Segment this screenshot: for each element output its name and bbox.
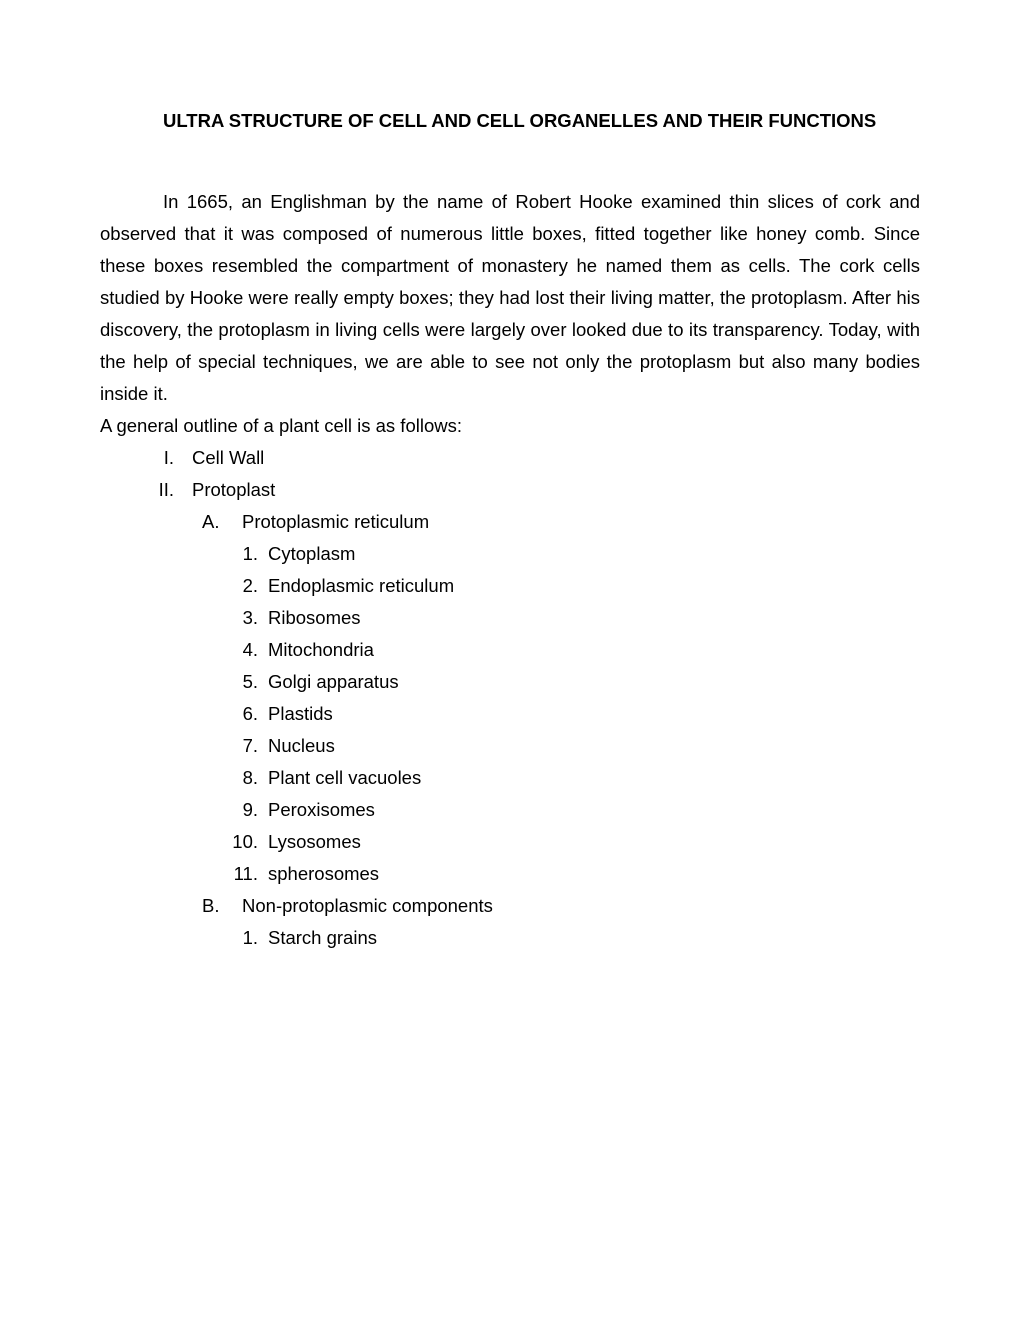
num-item: 8. Plant cell vacuoles (100, 762, 920, 794)
num-label: Plant cell vacuoles (268, 762, 421, 794)
num-marker: 9. (232, 794, 258, 826)
num-item: 4. Mitochondria (100, 634, 920, 666)
num-marker: 8. (232, 762, 258, 794)
num-marker: 5. (232, 666, 258, 698)
num-label: Lysosomes (268, 826, 361, 858)
num-item: 10. Lysosomes (100, 826, 920, 858)
num-marker: 3. (232, 602, 258, 634)
num-marker: 1. (232, 922, 258, 954)
num-marker: 4. (232, 634, 258, 666)
alpha-label: Non-protoplasmic components (242, 890, 493, 922)
num-marker: 11. (232, 858, 258, 890)
roman-item-1: I. Cell Wall (100, 442, 920, 474)
intro-paragraph: In 1665, an Englishman by the name of Ro… (100, 186, 920, 410)
outline: I. Cell Wall II. Protoplast A. Protoplas… (100, 442, 920, 954)
roman-marker: I. (138, 442, 174, 474)
paragraph-text: In 1665, an Englishman by the name of Ro… (100, 191, 920, 404)
roman-marker: II. (138, 474, 174, 506)
num-list-b: 1. Starch grains (100, 922, 920, 954)
num-list-a: 1. Cytoplasm 2. Endoplasmic reticulum 3.… (100, 538, 920, 890)
num-marker: 6. (232, 698, 258, 730)
num-label: Starch grains (268, 922, 377, 954)
num-label: Plastids (268, 698, 333, 730)
alpha-list: A. Protoplasmic reticulum 1. Cytoplasm 2… (100, 506, 920, 954)
outline-subheading: A general outline of a plant cell is as … (100, 410, 920, 442)
num-label: Mitochondria (268, 634, 374, 666)
roman-label: Protoplast (192, 474, 275, 506)
num-marker: 2. (232, 570, 258, 602)
num-label: spherosomes (268, 858, 379, 890)
num-label: Endoplasmic reticulum (268, 570, 454, 602)
num-item: 1. Starch grains (100, 922, 920, 954)
num-item: 3. Ribosomes (100, 602, 920, 634)
roman-item-2: II. Protoplast A. Protoplasmic reticulum… (100, 474, 920, 954)
num-item: 2. Endoplasmic reticulum (100, 570, 920, 602)
num-item: 9. Peroxisomes (100, 794, 920, 826)
num-item: 11. spherosomes (100, 858, 920, 890)
alpha-label: Protoplasmic reticulum (242, 506, 429, 538)
num-label: Nucleus (268, 730, 335, 762)
num-label: Golgi apparatus (268, 666, 399, 698)
num-item: 7. Nucleus (100, 730, 920, 762)
alpha-marker: A. (202, 506, 228, 538)
num-label: Cytoplasm (268, 538, 355, 570)
roman-list: I. Cell Wall II. Protoplast A. Protoplas… (100, 442, 920, 954)
alpha-item-a: A. Protoplasmic reticulum 1. Cytoplasm 2… (100, 506, 920, 890)
alpha-marker: B. (202, 890, 228, 922)
num-marker: 10. (232, 826, 258, 858)
alpha-item-b: B. Non-protoplasmic components 1. Starch… (100, 890, 920, 954)
num-label: Peroxisomes (268, 794, 375, 826)
num-item: 1. Cytoplasm (100, 538, 920, 570)
document-title: ULTRA STRUCTURE OF CELL AND CELL ORGANEL… (163, 110, 920, 132)
num-marker: 1. (232, 538, 258, 570)
num-marker: 7. (232, 730, 258, 762)
roman-label: Cell Wall (192, 442, 264, 474)
num-label: Ribosomes (268, 602, 361, 634)
num-item: 6. Plastids (100, 698, 920, 730)
num-item: 5. Golgi apparatus (100, 666, 920, 698)
